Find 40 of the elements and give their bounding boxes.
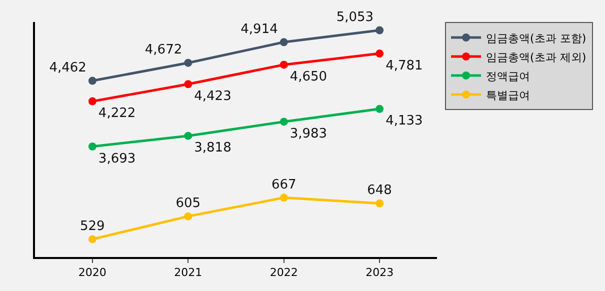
point bbox=[280, 38, 288, 46]
data-label: 4,781 bbox=[386, 58, 423, 74]
data-label: 3,693 bbox=[98, 151, 136, 166]
data-label: 4,423 bbox=[194, 88, 232, 104]
data-label: 4,914 bbox=[240, 22, 278, 37]
data-label: 4,672 bbox=[144, 42, 182, 58]
data-label: 648 bbox=[367, 183, 392, 198]
x-tick-label: 2022 bbox=[270, 266, 298, 279]
point bbox=[184, 80, 192, 88]
point bbox=[376, 26, 384, 34]
point bbox=[280, 118, 288, 126]
point bbox=[376, 50, 384, 58]
point bbox=[184, 58, 192, 67]
data-label: 3,818 bbox=[194, 140, 232, 156]
legend-label: 임금총액(초과 포함) bbox=[486, 32, 586, 45]
point bbox=[88, 97, 96, 106]
data-label: 4,222 bbox=[98, 106, 136, 122]
data-label: 529 bbox=[80, 218, 105, 234]
data-label: 4,133 bbox=[386, 114, 423, 129]
data-label: 667 bbox=[271, 177, 296, 192]
data-label: 4,462 bbox=[49, 60, 86, 76]
point bbox=[88, 76, 96, 85]
point bbox=[184, 212, 192, 220]
data-label: 3,983 bbox=[290, 126, 328, 142]
legend-label: 정액급여 bbox=[486, 70, 530, 83]
point bbox=[184, 132, 192, 140]
point bbox=[88, 235, 96, 244]
legend-label: 임금총액(초과 제외) bbox=[486, 50, 586, 64]
point bbox=[280, 60, 288, 69]
point bbox=[376, 199, 384, 208]
point bbox=[280, 194, 288, 202]
data-label: 5,053 bbox=[336, 10, 374, 26]
legend-label: 특별급여 bbox=[486, 88, 530, 102]
point bbox=[376, 104, 384, 113]
data-label: 605 bbox=[176, 196, 201, 212]
x-tick-label: 2021 bbox=[174, 266, 202, 279]
x-tick-label: 2023 bbox=[366, 266, 394, 279]
point bbox=[88, 142, 96, 151]
x-tick-label: 2020 bbox=[78, 266, 106, 279]
data-label: 4,650 bbox=[290, 69, 328, 84]
